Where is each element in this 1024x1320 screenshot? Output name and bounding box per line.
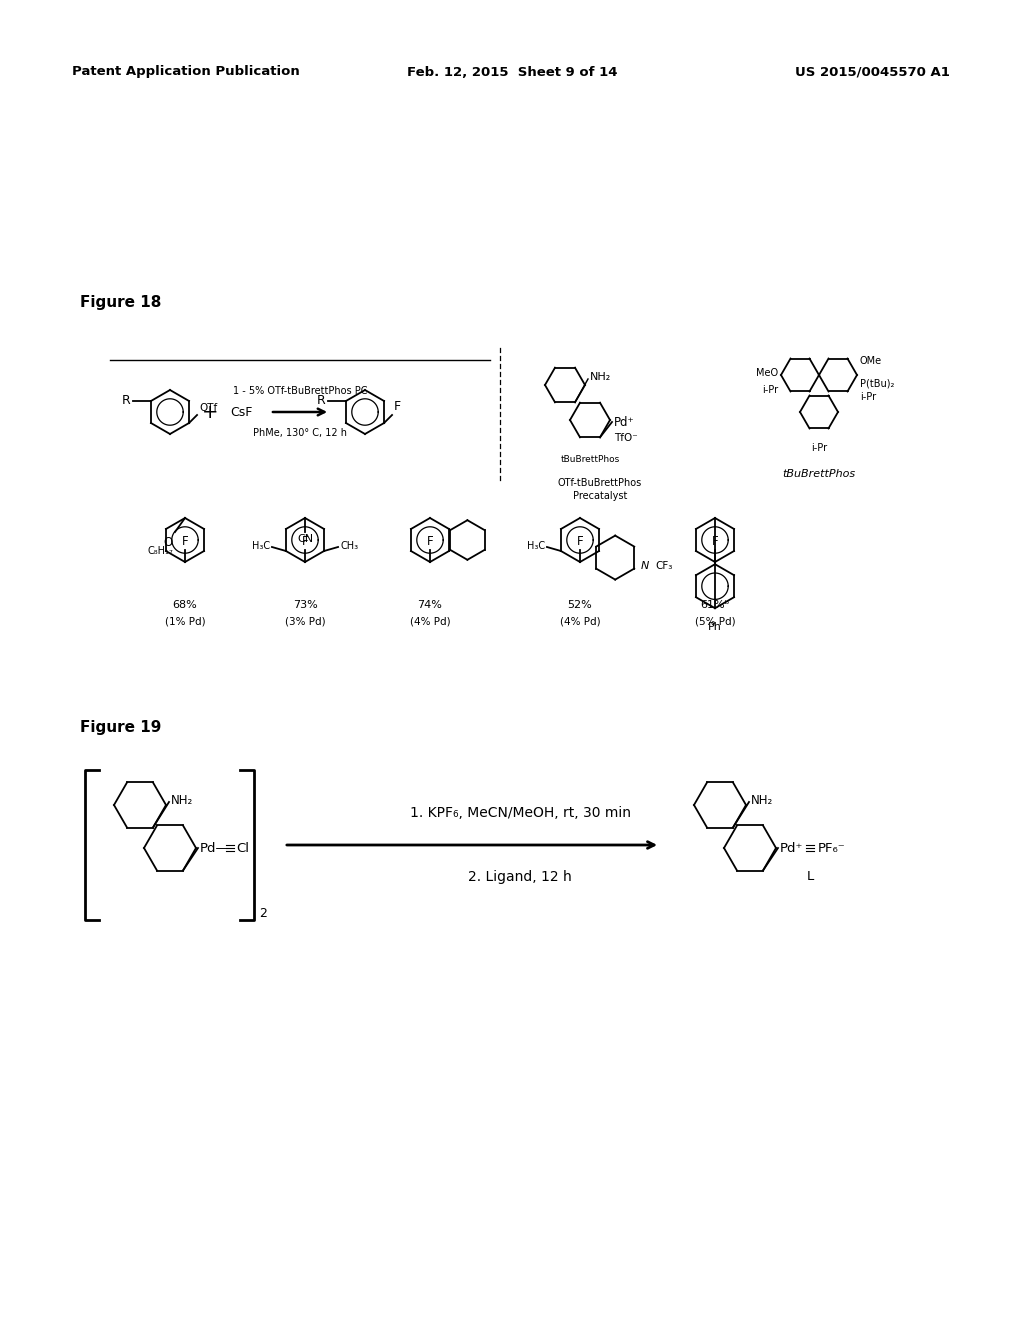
Text: (4% Pd): (4% Pd) [560, 616, 600, 626]
Text: O: O [164, 536, 173, 549]
Text: NH₂: NH₂ [590, 372, 611, 381]
Text: H₃C: H₃C [526, 541, 545, 550]
Text: CN: CN [297, 535, 313, 544]
Text: F: F [302, 535, 308, 548]
Text: US 2015/0045570 A1: US 2015/0045570 A1 [795, 66, 950, 78]
Text: R: R [122, 395, 131, 408]
Text: (1% Pd): (1% Pd) [165, 616, 206, 626]
Text: OTf: OTf [199, 403, 217, 413]
Text: F: F [394, 400, 401, 413]
Text: 2: 2 [259, 907, 267, 920]
Text: CF₃: CF₃ [655, 561, 673, 572]
Text: (4% Pd): (4% Pd) [410, 616, 451, 626]
Text: 52%: 52% [567, 601, 592, 610]
Text: 74%: 74% [418, 601, 442, 610]
Text: Ph: Ph [708, 622, 722, 632]
Text: 1. KPF₆, MeCN/MeOH, rt, 30 min: 1. KPF₆, MeCN/MeOH, rt, 30 min [410, 807, 631, 820]
Text: CH₃: CH₃ [340, 541, 358, 550]
Text: P(tBu)₂: P(tBu)₂ [860, 378, 894, 388]
Text: tBuBrettPhos: tBuBrettPhos [560, 455, 620, 465]
Text: 68%: 68% [173, 601, 198, 610]
Text: NH₂: NH₂ [751, 793, 773, 807]
Text: F: F [181, 535, 188, 548]
Text: tBuBrettPhos: tBuBrettPhos [782, 469, 856, 479]
Text: Cl: Cl [236, 842, 249, 854]
Text: OMe: OMe [860, 356, 882, 366]
Text: Patent Application Publication: Patent Application Publication [72, 66, 300, 78]
Text: +: + [202, 403, 218, 421]
Text: Pd—: Pd— [200, 842, 229, 854]
Text: 1 - 5% OTf-tBuBrettPhos PC: 1 - 5% OTf-tBuBrettPhos PC [232, 385, 368, 396]
Text: H₃C: H₃C [252, 541, 270, 550]
Text: R: R [317, 395, 326, 408]
Text: Pd⁺: Pd⁺ [614, 416, 635, 429]
Text: F: F [577, 535, 584, 548]
Text: (5% Pd): (5% Pd) [694, 616, 735, 626]
Text: C₈H₁₇: C₈H₁₇ [147, 546, 173, 556]
Text: PF₆⁻: PF₆⁻ [818, 842, 846, 854]
Text: F: F [427, 535, 433, 548]
Text: OTf-tBuBrettPhos
Precatalyst: OTf-tBuBrettPhos Precatalyst [558, 478, 642, 502]
Text: i-Pr: i-Pr [860, 392, 877, 403]
Text: NH₂: NH₂ [171, 793, 194, 807]
Text: i-Pr: i-Pr [811, 444, 827, 453]
Text: F: F [712, 535, 718, 548]
Text: L: L [806, 870, 814, 883]
Text: N: N [641, 561, 649, 572]
Text: 2. Ligand, 12 h: 2. Ligand, 12 h [468, 870, 571, 884]
Text: i-Pr: i-Pr [762, 385, 778, 395]
Text: Feb. 12, 2015  Sheet 9 of 14: Feb. 12, 2015 Sheet 9 of 14 [407, 66, 617, 78]
Text: 73%: 73% [293, 601, 317, 610]
Text: CsF: CsF [230, 405, 252, 418]
Text: (3% Pd): (3% Pd) [285, 616, 326, 626]
Text: 61%ᵇ: 61%ᵇ [700, 601, 730, 610]
Text: Pd⁺: Pd⁺ [780, 842, 804, 854]
Text: MeO: MeO [756, 368, 778, 378]
Text: PhMe, 130° C, 12 h: PhMe, 130° C, 12 h [253, 428, 347, 438]
Text: TfO⁻: TfO⁻ [614, 433, 638, 444]
Text: Figure 18: Figure 18 [80, 294, 162, 310]
Text: Figure 19: Figure 19 [80, 719, 162, 735]
